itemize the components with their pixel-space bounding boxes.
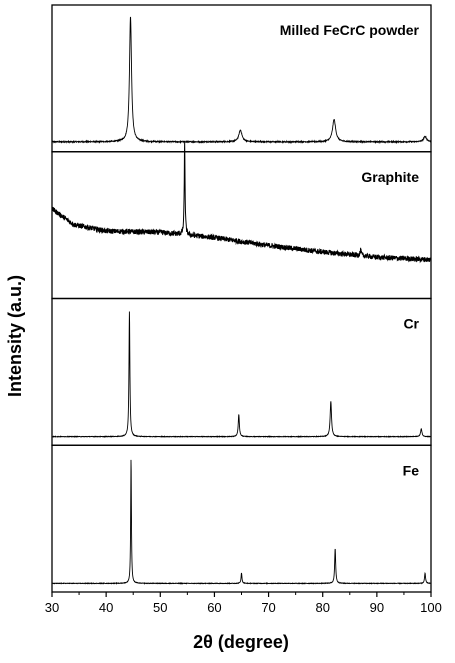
panel-graphite: Graphite — [51, 141, 432, 300]
x-tick-label: 100 — [420, 600, 442, 615]
y-axis-label: Intensity (a.u.) — [5, 275, 25, 397]
panel-frame — [51, 297, 432, 446]
panel-group: Milled FeCrC powder Graphite Cr Fe — [51, 4, 432, 593]
panel-milled-fecrc-powder: Milled FeCrC powder — [51, 4, 432, 153]
x-tick-label: 90 — [370, 600, 384, 615]
x-tick-label: 80 — [315, 600, 329, 615]
x-tick-label: 40 — [99, 600, 113, 615]
x-tick-label: 50 — [153, 600, 167, 615]
series-line — [51, 16, 432, 145]
series-label: Milled FeCrC powder — [280, 22, 420, 38]
x-tick-label: 30 — [45, 600, 59, 615]
series-line — [51, 311, 432, 439]
series-label: Fe — [403, 462, 420, 478]
x-tick-label: 60 — [207, 600, 221, 615]
series-line — [51, 141, 432, 264]
x-axis-label: 2θ (degree) — [193, 632, 289, 652]
panel-cr: Cr — [51, 297, 432, 446]
x-tick-label: 70 — [261, 600, 275, 615]
series-line — [51, 459, 432, 585]
series-label: Cr — [403, 316, 419, 332]
panel-fe: Fe — [51, 444, 432, 593]
series-label: Graphite — [361, 169, 419, 185]
x-axis: 30 40 50 60 70 80 90 100 — [45, 592, 442, 615]
panel-frame — [51, 444, 432, 593]
